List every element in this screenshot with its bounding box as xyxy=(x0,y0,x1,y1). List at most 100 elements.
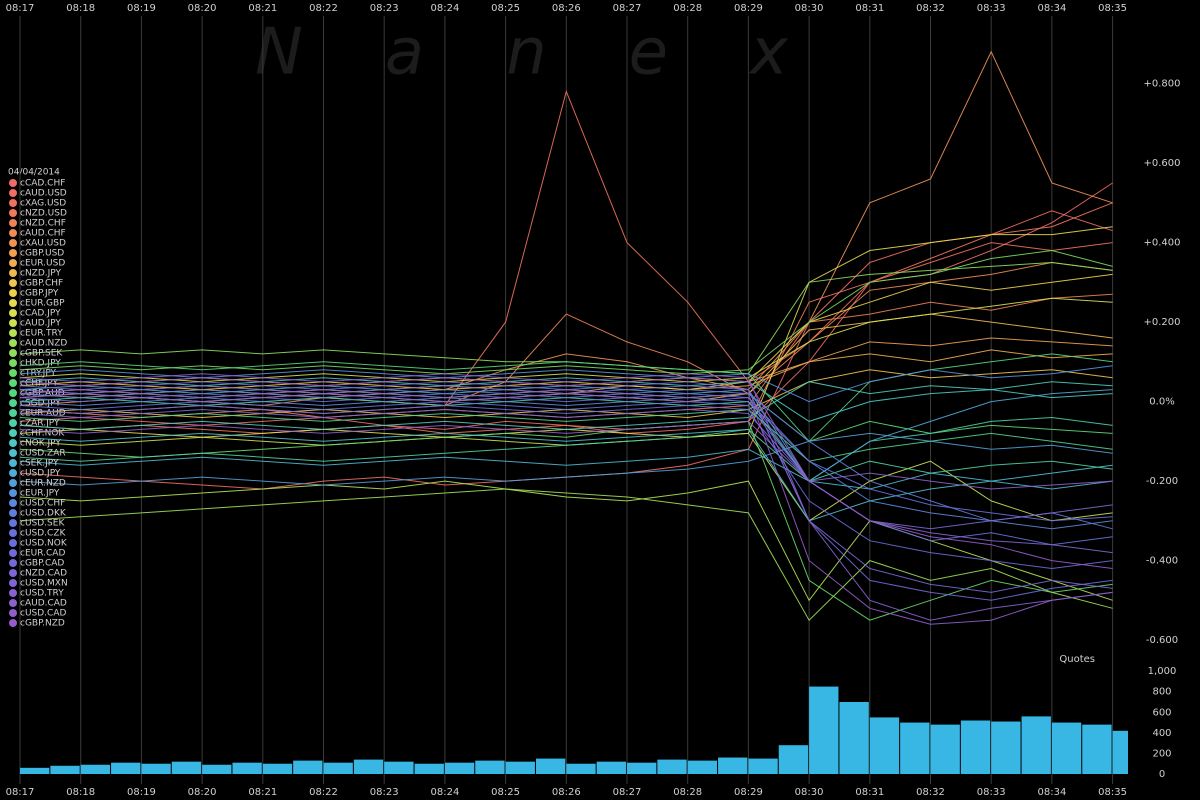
bar xyxy=(505,761,535,774)
y-tick-label: 800 xyxy=(1152,687,1171,698)
x-tick-label: 08:34 xyxy=(1037,3,1066,14)
legend-marker xyxy=(9,459,17,467)
legend-label: cCHF.JPY xyxy=(20,379,58,389)
legend-marker xyxy=(9,269,17,277)
series-line xyxy=(19,393,1113,554)
x-tick-label: 08:26 xyxy=(552,3,581,14)
y-tick-label: +0.600 xyxy=(1143,158,1180,169)
legend-label: cZAR.JPY xyxy=(20,419,60,429)
bar xyxy=(748,758,778,774)
legend-marker xyxy=(9,429,17,437)
x-tick-label: 08:28 xyxy=(673,787,702,798)
legend-label: cXAG.USD xyxy=(20,199,66,209)
bar xyxy=(80,764,111,774)
bar xyxy=(293,760,323,774)
legend-marker xyxy=(9,489,17,497)
legend-label: cSGD.JPY xyxy=(20,399,61,409)
y-tick-label: -0.600 xyxy=(1146,635,1178,646)
bar xyxy=(50,765,80,774)
bar xyxy=(171,761,202,774)
legend-marker xyxy=(9,419,17,427)
bar xyxy=(1112,730,1128,774)
legend-marker xyxy=(9,289,17,297)
x-tick-label: 08:35 xyxy=(1098,3,1127,14)
legend-label: cAUD.CAD xyxy=(20,599,67,609)
legend-marker xyxy=(9,609,17,617)
x-tick-label: 08:17 xyxy=(6,787,35,798)
y-tick-label: +0.800 xyxy=(1143,79,1180,90)
legend-label: cNZD.USD xyxy=(20,209,67,219)
x-tick-label: 08:23 xyxy=(370,3,399,14)
watermark: Nanex xyxy=(255,16,870,90)
x-tick-label: 08:31 xyxy=(855,787,884,798)
legend-marker xyxy=(9,409,17,417)
bar xyxy=(141,763,171,774)
bar xyxy=(475,760,505,774)
x-tick-label: 08:25 xyxy=(491,787,520,798)
bar xyxy=(960,720,991,774)
legend-marker xyxy=(9,439,17,447)
legend-marker xyxy=(9,369,17,377)
legend-label: cUSD.SEK xyxy=(20,519,65,529)
bar xyxy=(718,757,748,774)
series-line xyxy=(19,389,1113,530)
legend-marker xyxy=(9,199,17,207)
legend-marker xyxy=(9,499,17,507)
legend-label: cUSD.CHF xyxy=(20,499,65,509)
x-tick-label: 08:19 xyxy=(127,787,156,798)
bar xyxy=(353,759,384,774)
legend-label: cUSD.JPY xyxy=(20,469,61,479)
x-tick-label: 08:32 xyxy=(916,3,945,14)
legend-marker xyxy=(9,469,17,477)
series-line xyxy=(19,393,1113,522)
x-tick-label: 08:31 xyxy=(855,3,884,14)
legend-marker xyxy=(9,279,17,287)
legend-label: cUSD.ZAR xyxy=(20,449,66,459)
x-tick-label: 08:30 xyxy=(795,3,824,14)
legend-marker xyxy=(9,539,17,547)
lines: cCAD.CHFcAUD.USDcXAG.USDcNZD.USDcNZD.CHF… xyxy=(9,50,1113,629)
legend-marker xyxy=(9,319,17,327)
bar xyxy=(20,767,50,774)
legend-marker xyxy=(9,299,17,307)
legend-label: cEUR.TRY xyxy=(20,329,63,339)
legend-label: cGBP.CAD xyxy=(20,559,64,569)
y-tick-label: 600 xyxy=(1152,707,1171,718)
x-tick-label: 08:23 xyxy=(370,787,399,798)
x-tick-label: 08:26 xyxy=(552,787,581,798)
legend-label: cUSD.CZK xyxy=(20,529,66,539)
series-line xyxy=(19,404,1113,570)
y-tick-label: +0.400 xyxy=(1143,238,1180,249)
legend-marker xyxy=(9,209,17,217)
x-tick-label: 08:19 xyxy=(127,3,156,14)
x-tick-label: 08:27 xyxy=(613,787,642,798)
legend-marker xyxy=(9,509,17,517)
bar xyxy=(839,702,869,774)
series-line xyxy=(19,408,1113,530)
legend-label: cNZD.JPY xyxy=(20,269,62,279)
legend-marker xyxy=(9,549,17,557)
legend-label: cNZD.CAD xyxy=(20,569,67,579)
legend-marker xyxy=(9,259,17,267)
x-tick-label: 08:17 xyxy=(6,3,35,14)
x-tick-label: 08:32 xyxy=(916,787,945,798)
x-tick-label: 08:29 xyxy=(734,787,763,798)
bar xyxy=(384,761,414,774)
x-tick-label: 08:18 xyxy=(66,787,95,798)
panel-title: Quotes xyxy=(1059,654,1095,665)
legend-marker xyxy=(9,479,17,487)
series-line xyxy=(19,377,1113,569)
x-tick-label: 08:22 xyxy=(309,3,338,14)
series-line xyxy=(19,432,1113,486)
x-tick-label: 08:33 xyxy=(977,787,1006,798)
bar xyxy=(900,722,930,774)
legend-label: cGBP.AUD xyxy=(20,389,65,399)
x-tick-label: 08:25 xyxy=(491,3,520,14)
series-line xyxy=(19,381,1113,430)
y-tick-label: 1,000 xyxy=(1148,666,1177,677)
bar xyxy=(869,717,900,774)
legend-label: cCAD.CHF xyxy=(20,179,65,189)
legend-label: cHKD.JPY xyxy=(20,359,61,369)
bar xyxy=(596,761,626,774)
bar xyxy=(809,686,839,774)
